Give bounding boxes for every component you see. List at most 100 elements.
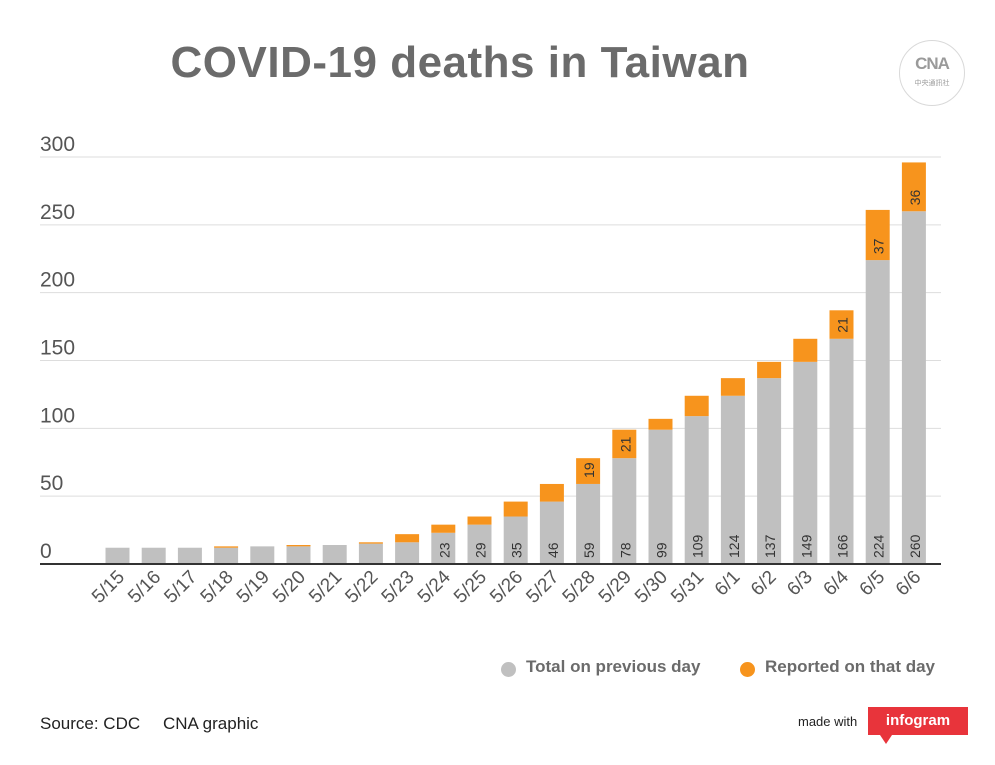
x-tick-label: 5/31 [667,567,708,608]
x-tick-label: 6/5 [856,567,890,601]
bar-reported [358,542,383,544]
y-tick-label: 150 [40,337,75,360]
x-tick-label: 5/23 [378,567,419,608]
bar-previous [720,395,745,564]
bar-reported [539,483,564,502]
bar-previous [214,547,239,564]
bar-previous [829,338,854,564]
bar-previous [901,211,926,564]
value-label-previous: 99 [654,542,670,558]
bar-previous [105,547,130,564]
legend-label-reported: Reported on that day [765,657,936,676]
bar-reported [431,524,456,533]
made-with-text: made with [798,714,858,729]
bar-reported [901,162,926,212]
bar-reported [829,310,854,339]
x-tick-label: 6/1 [711,567,745,601]
bar-reported [793,338,818,362]
bar-previous [358,543,383,564]
y-tick-label: 200 [40,269,75,292]
logo-subtext: 中央通訊社 [914,80,950,87]
bar-previous [250,546,275,564]
bar-previous [793,361,818,564]
infogram-badge-tail [880,735,892,744]
value-label-previous: 109 [690,534,706,558]
bar-reported [395,534,420,543]
x-tick-label: 5/25 [450,567,491,608]
x-tick-label: 5/30 [631,567,672,608]
x-tick-label: 6/4 [820,566,854,600]
value-label-reported: 36 [907,189,923,205]
bar-reported [503,501,528,517]
x-tick-label: 5/26 [486,567,527,608]
bar-previous [141,547,166,564]
bar-reported [214,546,239,548]
bar-previous [865,260,890,564]
legend-marker-previous [501,662,516,677]
legend-marker-reported [740,662,755,677]
x-tick-label: 5/15 [88,567,129,608]
value-label-previous: 59 [581,542,597,558]
x-tick-label: 6/3 [783,567,817,601]
bar-previous [503,516,528,564]
bar-reported [684,395,709,417]
cna-logo: CNA 中央通訊社 [899,40,965,106]
bar-previous [467,524,492,564]
value-label-reported: 37 [871,238,887,254]
y-tick-label: 50 [40,472,63,495]
value-label-previous: 137 [762,534,778,558]
value-label-previous: 78 [617,542,633,558]
x-tick-label: 5/29 [595,567,636,608]
bar-reported [576,458,601,484]
logo-text: CNA [915,54,950,73]
x-tick-label: 6/2 [747,567,781,601]
x-tick-label: 5/22 [341,567,382,608]
value-label-previous: 46 [545,542,561,558]
chart-title: COVID-19 deaths in Taiwan [170,38,750,87]
value-label-previous: 29 [473,542,489,558]
bar-previous [757,378,782,564]
value-label-previous: 166 [835,534,851,558]
value-label-reported: 21 [835,317,851,333]
x-tick-label: 5/27 [522,567,563,608]
bar-reported [467,516,492,525]
value-label-previous: 260 [907,534,923,558]
value-label-previous: 124 [726,534,742,558]
bar-reported [865,209,890,261]
value-label-previous: 23 [436,542,452,558]
bar-previous [576,483,601,564]
bar-reported [286,545,311,547]
y-tick-label: 100 [40,404,75,427]
bar-reported [757,361,782,379]
x-tick-label: 5/17 [160,567,201,608]
value-label-previous: 149 [798,534,814,558]
bar-reported [720,378,745,396]
x-tick-label: 5/19 [233,567,274,608]
bar-previous [322,545,347,564]
value-label-previous: 224 [871,534,887,558]
bar-reported [612,429,637,459]
value-label-reported: 21 [617,436,633,452]
credit-text: CNA graphic [163,714,259,733]
x-tick-label: 5/24 [414,566,455,607]
bar-previous [539,501,564,564]
y-tick-label: 250 [40,201,75,224]
x-tick-label: 5/16 [124,567,165,608]
x-tick-label: 5/21 [305,567,346,608]
bar-previous [612,458,637,564]
infogram-badge[interactable]: infogram [868,707,968,735]
x-tick-label: 5/28 [559,567,600,608]
bar-previous [395,542,420,564]
value-label-previous: 35 [509,542,525,558]
y-tick-label: 0 [40,540,52,563]
x-tick-label: 6/6 [892,567,926,601]
bar-previous [431,532,456,564]
bar-reported [648,418,673,430]
x-tick-label: 5/18 [197,567,238,608]
y-tick-label: 300 [40,133,75,156]
bar-previous [177,547,202,564]
bar-previous [684,416,709,564]
bar-previous [286,546,311,564]
legend-label-previous: Total on previous day [526,657,701,676]
